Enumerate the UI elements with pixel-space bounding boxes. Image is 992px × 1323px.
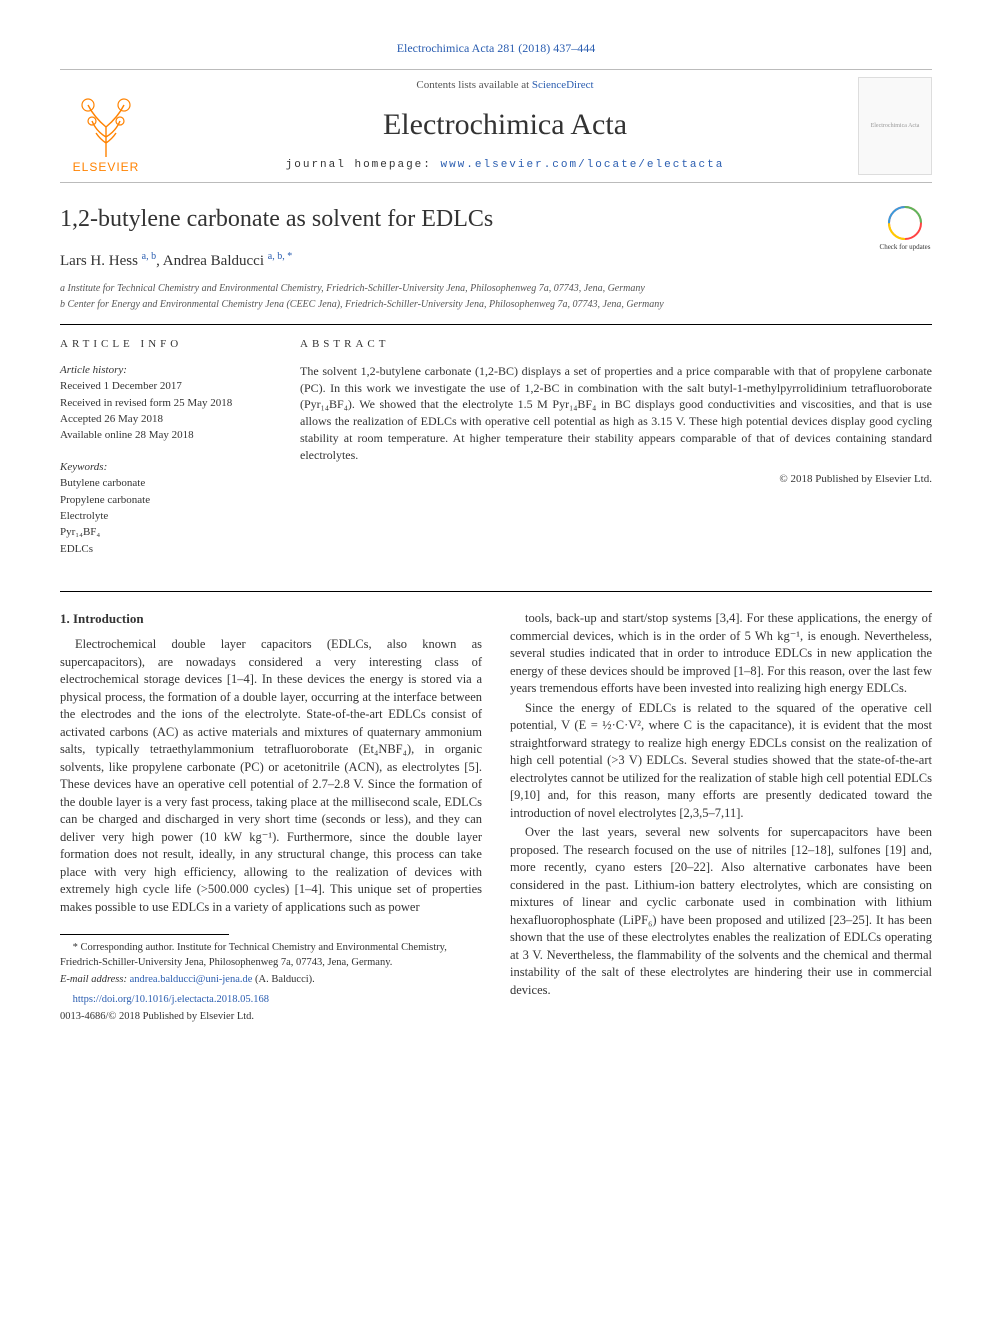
body-paragraph: Since the energy of EDLCs is related to … [510,700,932,823]
footnote-email-line: E-mail address: andrea.balducci@uni-jena… [60,973,482,988]
check-updates-text: Check for updates [880,243,931,253]
doi-link[interactable]: https://doi.org/10.1016/j.electacta.2018… [73,994,269,1005]
body-columns: 1. Introduction Electrochemical double l… [60,610,932,1025]
history-line: Received 1 December 2017 [60,379,270,394]
affiliation-b: b Center for Energy and Environmental Ch… [60,298,858,312]
body-paragraph: tools, back-up and start/stop systems [3… [510,610,932,698]
history-line: Accepted 26 May 2018 [60,412,270,427]
sciencedirect-link[interactable]: ScienceDirect [532,79,594,91]
article-history: Article history: Received 1 December 201… [60,363,270,444]
article-info-col: ARTICLE INFO Article history: Received 1… [60,337,270,573]
contents-prefix: Contents lists available at [416,79,531,91]
cover-thumb-text: Electrochimica Acta [871,122,920,130]
body-paragraph: Over the last years, several new solvent… [510,824,932,999]
history-line: Available online 28 May 2018 [60,428,270,443]
keyword: Propylene carbonate [60,493,270,508]
abstract-text: The solvent 1,2-butylene carbonate (1,2-… [300,363,932,464]
masthead-center: Contents lists available at ScienceDirec… [170,78,840,173]
journal-homepage-link[interactable]: www.elsevier.com/locate/electacta [440,159,724,171]
journal-name: Electrochimica Acta [170,104,840,146]
abstract-col: ABSTRACT The solvent 1,2-butylene carbon… [300,337,932,573]
top-citation-link[interactable]: Electrochimica Acta 281 (2018) 437–444 [397,41,596,55]
abstract-label: ABSTRACT [300,337,932,352]
homepage-line: journal homepage: www.elsevier.com/locat… [170,158,840,173]
history-line: Received in revised form 25 May 2018 [60,396,270,411]
masthead: ELSEVIER Contents lists available at Sci… [60,69,932,183]
top-citation: Electrochimica Acta 281 (2018) 437–444 [60,40,932,57]
author-2-sup: a, b, * [268,251,292,262]
keyword: Electrolyte [60,509,270,524]
issn-line: 0013-4686/© 2018 Published by Elsevier L… [60,1010,482,1025]
footnote-corr: * Corresponding author. Institute for Te… [60,941,482,970]
author-1-sup: a, b [142,251,156,262]
article-info-label: ARTICLE INFO [60,337,270,352]
email-label: E-mail address: [60,974,130,985]
info-abstract-row: ARTICLE INFO Article history: Received 1… [60,324,932,592]
keyword: Pyr₁₄BF₄ [60,525,270,540]
keyword: EDLCs [60,542,270,557]
footnote-separator [60,934,229,935]
doi-block: https://doi.org/10.1016/j.electacta.2018… [60,993,482,1024]
affiliation-a: a Institute for Technical Chemistry and … [60,282,858,296]
contents-line: Contents lists available at ScienceDirec… [170,78,840,93]
authors: Lars H. Hess a, b, Andrea Balducci a, b,… [60,250,858,272]
author-2: , Andrea Balducci [156,253,268,269]
corresponding-author-footnote: * Corresponding author. Institute for Te… [60,941,482,987]
elsevier-logo[interactable]: ELSEVIER [60,76,152,176]
crossmark-icon [885,203,925,243]
keywords-header: Keywords: [60,460,270,475]
email-suffix: (A. Balducci). [252,974,314,985]
body-paragraph: Electrochemical double layer capacitors … [60,636,482,916]
correspondence-email-link[interactable]: andrea.balducci@uni-jena.de [130,974,253,985]
elsevier-tree-icon [66,87,146,159]
title-block: 1,2-butylene carbonate as solvent for ED… [60,203,932,315]
keyword: Butylene carbonate [60,476,270,491]
abstract-copyright: © 2018 Published by Elsevier Ltd. [300,472,932,487]
elsevier-wordmark: ELSEVIER [73,159,140,176]
journal-cover-thumbnail[interactable]: Electrochimica Acta [858,77,932,175]
author-1: Lars H. Hess [60,253,142,269]
homepage-prefix: journal homepage: [286,159,441,171]
check-updates-badge[interactable]: Check for updates [878,203,932,257]
introduction-heading: 1. Introduction [60,610,482,628]
history-header: Article history: [60,363,270,378]
article-title: 1,2-butylene carbonate as solvent for ED… [60,203,858,237]
keywords-block: Keywords: Butylene carbonate Propylene c… [60,460,270,557]
